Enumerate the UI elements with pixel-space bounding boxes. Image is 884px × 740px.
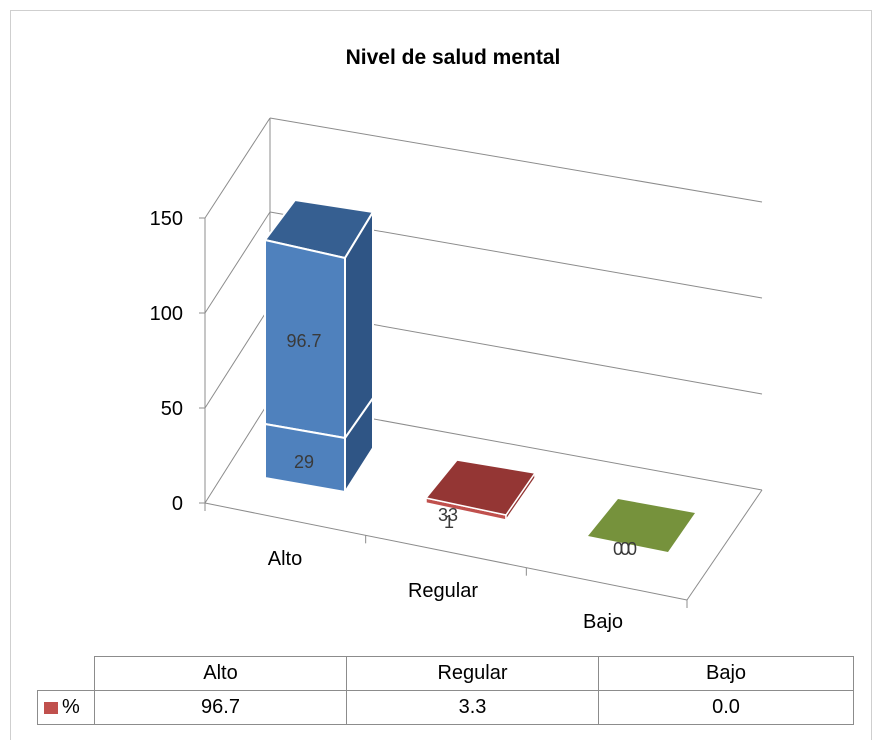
x-label-alto: Alto [268, 548, 302, 570]
data-label-regular-1: 3 [438, 505, 448, 525]
data-table-value-regular: 3.3 [346, 690, 599, 725]
x-label-bajo: Bajo [583, 611, 623, 633]
data-table-header-alto: Alto [94, 656, 347, 691]
legend-key [44, 702, 58, 714]
bar-alto-side [344, 208, 374, 496]
gridline-side [204, 117, 271, 219]
data-label-bajo-3: 0 [627, 539, 637, 559]
chart-frame [10, 10, 872, 740]
data-table-row-header: % [37, 690, 95, 725]
data-table-header-bajo: Bajo [598, 656, 854, 691]
bar-bajo-top [588, 499, 695, 552]
data-label-alto-lower: 29 [294, 452, 314, 472]
data-table-row: % 96.7 3.3 0.0 [37, 690, 854, 725]
y-tick-label: 100 [150, 303, 183, 325]
data-label-bajo-1: 0 [613, 539, 623, 559]
data-table: Alto Regular Bajo % 96.7 3.3 0.0 [37, 656, 854, 725]
gridline-side [204, 211, 271, 314]
gridline-back [269, 117, 763, 203]
data-table-value-alto: 96.7 [94, 690, 347, 725]
y-axis-ticks: 0 50 100 150 [150, 208, 205, 515]
data-table-row-label: % [62, 696, 80, 718]
bar-regular-top [424, 459, 537, 516]
chart-title: Nivel de salud mental [346, 46, 561, 69]
bar-regular [424, 459, 537, 523]
data-table-header-row: Alto Regular Bajo [37, 656, 854, 691]
floor-front-edge [204, 502, 688, 601]
x-label-regular: Regular [408, 580, 478, 602]
bar-alto [263, 198, 375, 496]
gridline-side [204, 305, 271, 409]
data-label-alto-upper: 96.7 [286, 331, 321, 351]
data-label-bajo-2: 0 [620, 539, 630, 559]
data-table-header-regular: Regular [346, 656, 599, 691]
bar-bajo [588, 499, 695, 552]
y-tick-label: 50 [161, 398, 183, 420]
bar-alto-side-divider [344, 397, 374, 439]
floor-right-edge [686, 489, 763, 601]
floor-left-edge [204, 399, 271, 504]
data-label-regular-2: 1 [444, 512, 454, 532]
data-label-regular-3: 3 [448, 505, 458, 525]
y-tick-label: 0 [172, 493, 183, 515]
bar-alto-front-lower [264, 422, 346, 494]
data-table-value-bajo: 0.0 [598, 690, 854, 725]
data-table-corner [37, 656, 95, 691]
y-tick-label: 150 [150, 208, 183, 230]
x-axis-ticks [204, 503, 688, 608]
